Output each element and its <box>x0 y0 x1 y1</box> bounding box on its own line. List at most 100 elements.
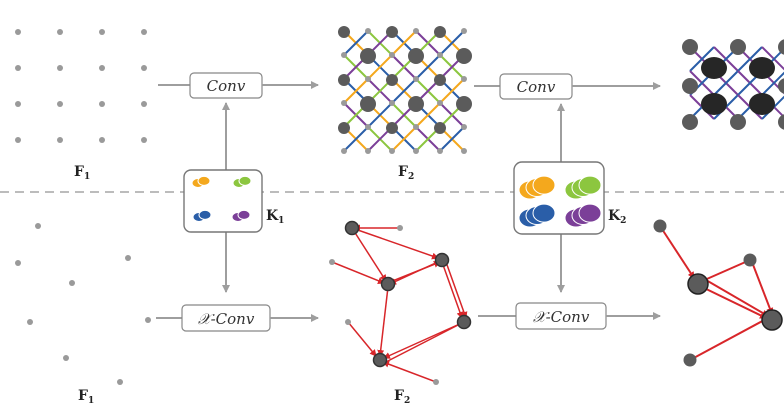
graph-node <box>456 314 472 330</box>
grid-point <box>15 137 21 143</box>
graph-point <box>345 319 351 325</box>
top-input-grid-points <box>15 29 147 143</box>
kernel-weight-pill <box>532 175 556 195</box>
graph-edge <box>381 323 461 365</box>
kernel-weight-pill <box>237 209 251 220</box>
connection-edge <box>689 46 715 72</box>
connection-edge <box>415 102 441 128</box>
connection-edge <box>343 126 369 152</box>
grid-point <box>389 52 395 58</box>
grid-point <box>389 148 395 154</box>
connection-edge <box>367 102 393 128</box>
output-node <box>749 57 775 79</box>
grid-point <box>461 76 467 82</box>
graph-edge <box>347 321 377 357</box>
connection-edge <box>439 30 465 56</box>
grid-point <box>341 100 347 106</box>
graph-point <box>397 225 403 231</box>
graph-edge <box>382 360 437 383</box>
top-conv-label-2: Conv <box>517 78 556 96</box>
grid-point <box>365 28 371 34</box>
graph-edge <box>699 259 751 283</box>
scatter-point <box>27 319 33 325</box>
scatter-point <box>15 260 21 266</box>
output-node <box>434 122 446 134</box>
scatter-point <box>125 255 131 261</box>
output-node <box>682 114 698 130</box>
connection-edge <box>343 30 369 56</box>
output-node <box>434 26 446 38</box>
output-node <box>682 78 698 94</box>
grid-point <box>141 137 147 143</box>
bottom-input-label: F1 <box>78 388 94 406</box>
connection-edge <box>343 78 369 104</box>
output-node <box>338 74 350 86</box>
output-node <box>338 26 350 38</box>
bottom-output-graph <box>329 220 472 385</box>
output-node <box>682 39 698 55</box>
output-node <box>408 96 424 112</box>
graph-edge <box>389 259 443 285</box>
output-node <box>778 78 784 94</box>
grid-point <box>57 101 63 107</box>
kernel-weight-pill <box>578 203 602 223</box>
grid-point <box>15 101 21 107</box>
graph-node <box>683 353 697 367</box>
scatter-point <box>145 317 151 323</box>
output-node <box>730 39 746 55</box>
kernel-weight-pill <box>578 175 602 195</box>
graph-edge <box>377 286 389 357</box>
graph-node <box>380 276 396 292</box>
kernel-weight-pill <box>532 203 556 223</box>
top-output-grid <box>338 26 472 154</box>
graph-node <box>743 253 757 267</box>
bottom-input-points <box>15 223 151 385</box>
grid-point <box>57 137 63 143</box>
connection-edge <box>415 54 441 80</box>
grid-point <box>141 29 147 35</box>
output-node <box>360 96 376 112</box>
scatter-point <box>35 223 41 229</box>
grid-point <box>99 65 105 71</box>
grid-point <box>15 65 21 71</box>
connection-edge <box>367 54 393 80</box>
output-node <box>386 26 398 38</box>
output-node <box>434 74 446 86</box>
grid-point <box>413 148 419 154</box>
connection-edge <box>737 46 763 72</box>
grid-point <box>413 124 419 130</box>
connection-edge <box>439 78 465 104</box>
output-node <box>456 48 472 64</box>
grid-point <box>365 124 371 130</box>
graph-edge <box>751 261 774 315</box>
grid-point <box>389 100 395 106</box>
grid-point <box>437 52 443 58</box>
bottom-final-graph <box>653 219 783 367</box>
grid-point <box>99 29 105 35</box>
kernel-k1-label: K1 <box>266 208 284 226</box>
output-node <box>701 57 727 79</box>
grid-point <box>461 124 467 130</box>
grid-point <box>15 29 21 35</box>
grid-point <box>413 76 419 82</box>
output-node <box>730 114 746 130</box>
connection-edge <box>391 78 417 104</box>
scatter-point <box>63 355 69 361</box>
scatter-point <box>117 379 123 385</box>
output-node <box>778 114 784 130</box>
graph-edge <box>659 225 695 279</box>
graph-edge <box>351 227 387 282</box>
output-node <box>338 122 350 134</box>
output-node <box>408 48 424 64</box>
grid-point <box>437 148 443 154</box>
connection-edge <box>761 71 784 96</box>
graph-node <box>653 219 667 233</box>
bottom-xconv-label-2: 𝒳-Conv <box>533 308 590 326</box>
kernel-k2-weights <box>518 175 602 228</box>
grid-point <box>99 101 105 107</box>
output-node <box>701 93 727 115</box>
graph-point <box>329 259 335 265</box>
graph-edge <box>445 261 468 319</box>
graph-edge <box>705 279 769 317</box>
